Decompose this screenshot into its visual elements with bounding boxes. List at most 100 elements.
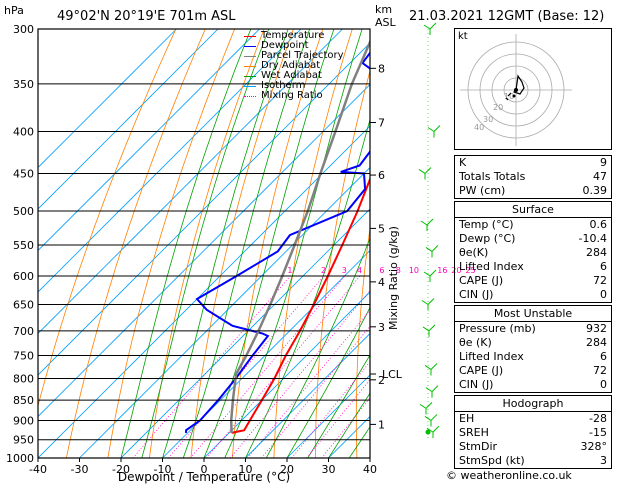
temp-tick-label: -40: [29, 463, 47, 476]
hodo-eh: EH -28: [459, 412, 607, 425]
mu-li: Lifted Index 6: [459, 350, 607, 363]
most-unstable-table: Most Unstable Pressure (mb) 932 θe (K) 284…: [454, 305, 612, 393]
legend-wet-adiabat: Wet Adiabat: [244, 71, 344, 81]
mixing-ratio-line: [190, 275, 346, 458]
surface-li: Lifted Index 6: [459, 260, 607, 273]
isotherm-line: [245, 332, 370, 458]
lcl-label: LCL: [382, 368, 403, 381]
credit-text: © weatheronline.co.uk: [446, 469, 572, 482]
pressure-tick-label: 650: [13, 299, 34, 312]
pressure-tick-label: 450: [13, 167, 34, 180]
isotherm-line: [38, 125, 370, 458]
mixing-ratio-line: [132, 275, 291, 458]
wind-barb: [418, 167, 432, 180]
wet-adiabat-line: [286, 306, 370, 458]
km-tick-label: 2: [378, 374, 385, 387]
isotherm-line: [38, 29, 343, 335]
mixing-ratio-label: 20: [451, 266, 461, 275]
temp-tick-label: -10: [154, 463, 172, 476]
isotherm-line: [120, 208, 370, 458]
mu-cin: CIN (J) 0: [459, 378, 607, 391]
mu-thetae: θe (K) 284: [459, 336, 607, 349]
legend-parcel: Parcel Trajectory: [244, 51, 344, 61]
pressure-tick-label: 1000: [6, 452, 34, 465]
hodo-sreh: SREH -15: [459, 426, 607, 439]
mixing-ratio-line: [206, 275, 361, 458]
legend-isotherm: Isotherm: [244, 81, 344, 91]
mixing-ratio-label: 4: [357, 266, 362, 275]
location-title: 49°02'N 20°19'E 701m ASL: [57, 9, 236, 24]
hodograph: kt 20 30 10 40: [454, 28, 612, 150]
wind-barb: [422, 324, 436, 337]
pressure-tick-label: 400: [13, 126, 34, 139]
mu-title: Most Unstable: [455, 306, 611, 322]
mixing-ratio-label: 16: [437, 266, 447, 275]
wind-barb: [424, 414, 438, 427]
pressure-tick-label: 800: [13, 372, 34, 385]
km-tick-label: 6: [378, 169, 385, 182]
pressure-tick-label: 350: [13, 78, 34, 91]
mixing-ratio-label: 25: [465, 266, 475, 275]
dry-adiabat-line: [107, 29, 236, 458]
dry-adiabat-line: [610, 29, 629, 458]
plot-frame: [37, 28, 371, 459]
wind-barb: [423, 22, 437, 35]
pressure-tick-label: 700: [13, 325, 34, 338]
pressure-tick-label: 950: [13, 434, 34, 447]
series-parcel-trajectory: [229, 39, 370, 433]
temp-tick-label: -30: [71, 463, 89, 476]
dry-adiabat-line: [66, 29, 206, 458]
surface-title: Surface: [455, 202, 611, 218]
km-tick-label: 4: [378, 276, 385, 289]
isotherm-line: [38, 29, 219, 210]
wind-barb: [419, 402, 433, 415]
mixing-ratio-label: 3: [342, 266, 347, 275]
asl-axis-label: ASL: [375, 16, 396, 29]
wind-barb: [423, 269, 437, 282]
surface-cape: CAPE (J) 72: [459, 274, 607, 287]
isotherm-line: [38, 42, 370, 376]
hodo-stmspd: StmSpd (kt) 3: [459, 454, 607, 467]
legend-dry-adiabat: Dry Adiabat: [244, 61, 344, 71]
km-tick-label: 3: [378, 321, 385, 334]
isotherm-line: [38, 29, 260, 252]
surface-dewp: Dewp (°C) -10.4: [459, 232, 607, 245]
legend-mixing-ratio: Mixing Ratio: [244, 91, 344, 101]
hodo-ring-label-20: 20: [493, 103, 503, 112]
wind-barb: [427, 125, 441, 138]
wind-barb: [421, 298, 435, 311]
pressure-tick-label: 300: [13, 23, 34, 36]
wind-barb: [424, 363, 438, 376]
index-totals: Totals Totals 47: [459, 170, 607, 183]
wind-barb: [425, 385, 439, 398]
isotherm-line: [203, 291, 370, 458]
isotherm-line: [38, 29, 302, 293]
wet-adiabat-line: [120, 29, 252, 458]
temp-tick-label: -20: [112, 463, 130, 476]
hodograph-table: Hodograph EH -28 SREH -15 StmDir 328° StmSp…: [454, 395, 612, 469]
pressure-tick-label: 550: [13, 239, 34, 252]
legend-temperature: Temperature: [244, 31, 344, 41]
km-tick-label: 1: [378, 418, 385, 431]
pressure-tick-label: 500: [13, 205, 34, 218]
chart-legend: Temperature Dewpoint Parcel Trajectory D…: [244, 31, 344, 101]
km-tick-label: 7: [378, 116, 385, 129]
temp-tick-label: 20: [280, 463, 294, 476]
wind-barb-surface: [425, 429, 431, 435]
wet-adiabat-line: [328, 392, 370, 458]
mixing-ratio-label: 6: [379, 266, 384, 275]
index-pw: PW (cm) 0.39: [459, 184, 607, 197]
mixing-ratio-label: 10: [409, 266, 419, 275]
hodo-ring-label-40: 40: [474, 123, 484, 132]
wind-barb: [426, 425, 440, 439]
mixing-ratio-line: [168, 275, 325, 458]
km-tick-label: 5: [378, 222, 385, 235]
wind-barb: [425, 245, 439, 258]
mixing-ratio-label: 8: [396, 266, 401, 275]
hodo-stmdir: StmDir 328°: [459, 440, 607, 453]
pressure-tick-label: 900: [13, 414, 34, 427]
temp-tick-label: 0: [201, 463, 208, 476]
